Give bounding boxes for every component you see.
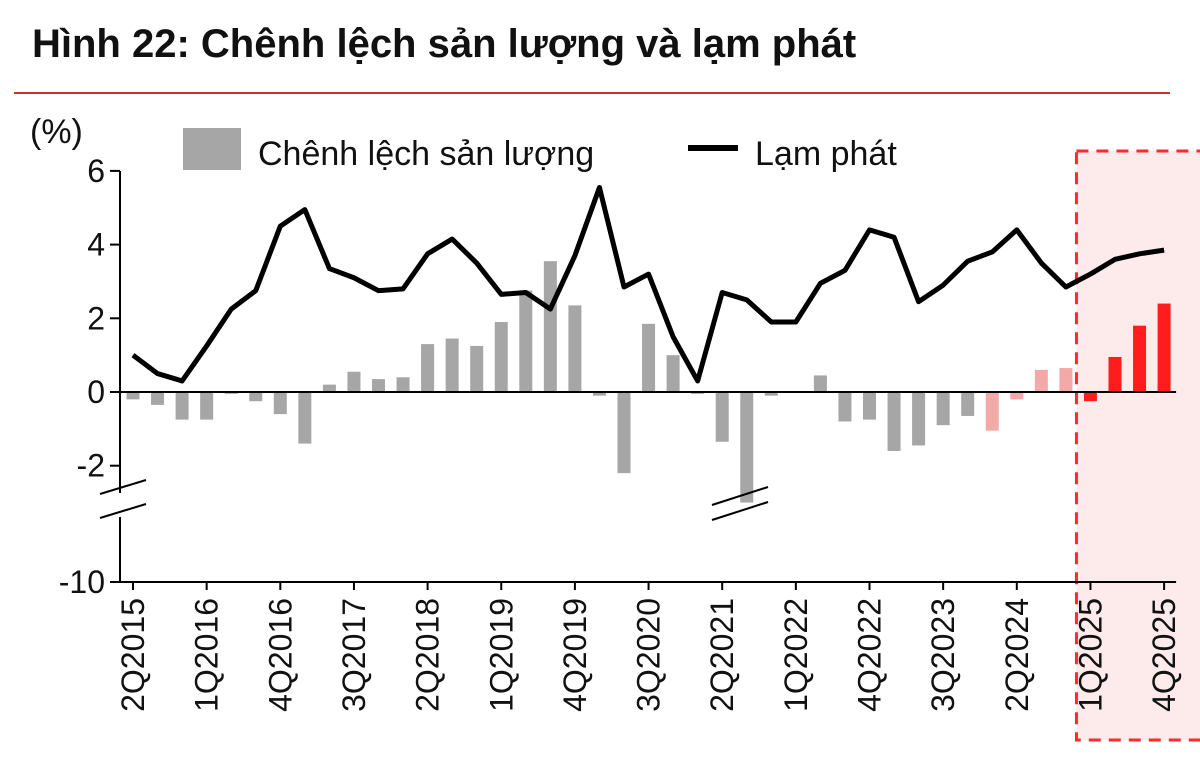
bar: [126, 392, 140, 400]
y-tick-label: 6: [87, 153, 105, 189]
bar: [421, 344, 435, 392]
bar: [666, 355, 680, 392]
bar: [1010, 392, 1024, 400]
x-tick-label: 3Q2017: [336, 598, 372, 712]
legend-bar-swatch: [183, 128, 241, 170]
bar: [764, 392, 778, 396]
bar: [592, 392, 606, 396]
bar: [642, 323, 656, 392]
bar: [200, 392, 214, 420]
x-axis-break-mark: [711, 486, 769, 506]
bar: [1034, 369, 1048, 392]
chart-title: Hình 22: Chênh lệch sản lượng và lạm phá…: [32, 22, 857, 66]
bar: [1133, 325, 1147, 392]
x-tick-label: 2Q2024: [999, 598, 1035, 712]
bar: [838, 392, 852, 422]
bar: [568, 305, 582, 392]
inflation-line: [131, 184, 1165, 384]
bar: [1157, 303, 1171, 392]
y-tick-label: 4: [87, 227, 105, 263]
bar: [617, 392, 631, 474]
bar: [494, 321, 508, 392]
x-tick-label: 2Q2018: [410, 598, 446, 712]
y-tick-label: -2: [77, 448, 105, 484]
bar: [1083, 392, 1097, 402]
bar: [543, 261, 557, 392]
bar: [298, 392, 312, 444]
bar-series: [126, 261, 1171, 503]
bar: [519, 290, 533, 392]
x-tick-label: 2Q2015: [115, 598, 151, 712]
bar: [273, 392, 287, 415]
x-tick-label: 3Q2023: [925, 598, 961, 712]
x-tick-label: 1Q2022: [778, 598, 814, 712]
bar: [347, 371, 361, 392]
x-tick-label: 1Q2019: [483, 598, 519, 712]
bar: [249, 392, 263, 402]
legend-bar-label: Chênh lệch sản lượng: [258, 135, 594, 173]
bar: [715, 392, 729, 442]
bar: [1108, 356, 1122, 392]
x-tick-label: 4Q2019: [557, 598, 593, 712]
bar: [985, 392, 999, 431]
bar: [322, 384, 336, 392]
x-axis-break-mark: [711, 501, 769, 521]
bar: [912, 392, 926, 446]
y-tick-label: 2: [87, 300, 105, 336]
bar: [396, 377, 410, 392]
bar: [151, 392, 165, 405]
title-divider: [14, 92, 1170, 94]
y-tick-label: -10: [59, 564, 105, 600]
bar: [175, 392, 189, 420]
bar: [936, 392, 950, 426]
x-tick-label: 4Q2016: [262, 598, 298, 712]
x-tick-label: 1Q2016: [189, 598, 225, 712]
bar: [961, 392, 975, 416]
legend: Chênh lệch sản lượng Lạm phát: [183, 128, 897, 173]
x-tick-label: 1Q2025: [1072, 598, 1108, 712]
x-tick-label: 3Q2020: [631, 598, 667, 712]
x-tick-label: 4Q2025: [1146, 598, 1182, 712]
bar: [445, 338, 459, 392]
x-tick-label: 4Q2022: [852, 598, 888, 712]
y-axis-break-mark: [99, 503, 147, 519]
bar: [863, 392, 876, 420]
bar: [1059, 368, 1073, 392]
x-tick-label: 2Q2021: [704, 598, 740, 712]
bar: [813, 375, 827, 392]
y-unit-label: (%): [30, 113, 83, 151]
y-tick-label: 0: [87, 374, 105, 410]
bar: [372, 379, 385, 392]
y-axis-break-mark: [99, 479, 147, 495]
bar: [470, 345, 484, 392]
legend-line-label: Lạm phát: [755, 135, 897, 173]
bar: [740, 392, 754, 503]
bar: [887, 392, 901, 451]
axes: 6 4 2 0 -2 -10 2Q2015 1Q2016 4Q2016 3Q2017 2Q2018 1…: [59, 153, 1182, 712]
forecast-highlight-box: [1074, 149, 1200, 742]
